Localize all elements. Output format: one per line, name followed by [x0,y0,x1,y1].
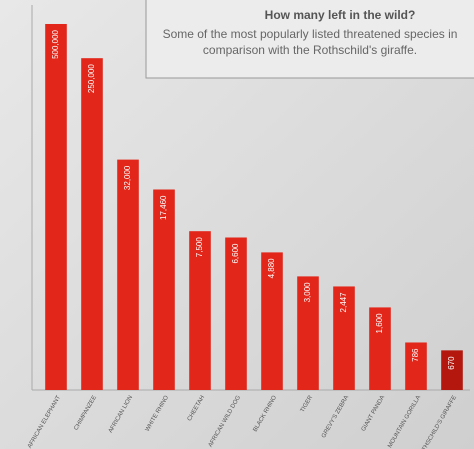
value-label: 1,600 [375,313,384,334]
bar [45,23,67,391]
subtitle-box: Some of the most popularly listed threat… [162,27,458,57]
chart-subtitle: Some of the most popularly listed threat… [162,27,458,57]
bar [189,231,211,390]
bar [81,58,103,390]
value-label: 32,000 [123,165,132,190]
value-label: 786 [411,348,420,362]
value-label: 250,000 [87,64,96,93]
chart-title: How many left in the wild? [265,8,416,22]
value-label: 2,447 [339,292,348,313]
value-label: 6,600 [231,243,240,264]
bar [117,159,139,390]
bar [369,307,391,390]
bar [441,350,463,390]
value-label: 4,880 [267,258,276,279]
value-label: 7,500 [195,237,204,258]
bar [225,237,247,390]
value-label: 17,460 [159,195,168,220]
value-label: 670 [447,356,456,370]
bar [405,342,427,390]
value-label: 500,000 [51,29,60,58]
bar [261,252,283,390]
bar [297,276,319,390]
value-label: 3,000 [303,282,312,303]
title-box [145,0,474,79]
bar [333,286,355,390]
bar [153,189,175,390]
